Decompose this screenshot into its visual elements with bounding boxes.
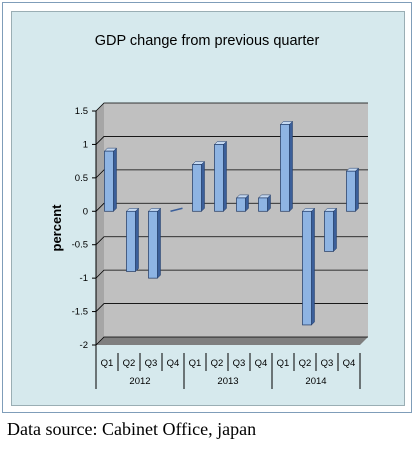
gridline (95, 169, 368, 179)
bar (126, 210, 136, 272)
x-tick-label: Q1 (277, 358, 290, 369)
bar (104, 150, 114, 212)
y-axis-label: percent (49, 204, 64, 252)
bar-side (113, 147, 117, 212)
bar (302, 210, 312, 326)
chart-title: GDP change from previous quarter (95, 33, 320, 49)
bar-side (157, 207, 161, 279)
bar (214, 144, 224, 212)
group-label: 2014 (305, 376, 326, 387)
gridline (95, 202, 368, 212)
chart-floor (96, 337, 368, 345)
x-tick-label: Q3 (321, 358, 334, 369)
bar (192, 164, 202, 212)
bar-side (355, 167, 359, 212)
x-tick-label: Q4 (167, 358, 180, 369)
bar (236, 197, 246, 212)
x-tick-label: Q2 (123, 358, 136, 369)
bar (346, 170, 356, 212)
gdp-chart: GDP change from previous quarter 1.5 1 0.5 0… (49, 33, 368, 389)
bar-side (289, 120, 293, 212)
bar (324, 210, 334, 252)
y-tick-label: -2 (80, 340, 88, 351)
x-tick-label: Q2 (211, 358, 224, 369)
x-tick-label: Q1 (101, 358, 114, 369)
y-tick-label: -1.5 (72, 307, 88, 318)
y-tick-label: 0 (83, 206, 88, 217)
y-tick-label: 0.5 (75, 173, 88, 184)
group-label: 2013 (217, 376, 238, 387)
y-tick-label: -1 (80, 273, 88, 284)
chart-area: GDP change from previous quarter 1.5 1 0.5 0… (11, 11, 405, 406)
y-tick-label: -0.5 (72, 240, 88, 251)
x-tick-label: Q4 (343, 358, 356, 369)
gridline (95, 303, 368, 312)
bar-side (223, 140, 227, 212)
x-tick-label: Q3 (233, 358, 246, 369)
bar (280, 124, 290, 212)
bar-side (333, 207, 337, 253)
x-tick-label: Q1 (189, 358, 202, 369)
gridline (95, 236, 368, 245)
gridline (95, 136, 368, 145)
y-tick-label: 1 (83, 139, 88, 150)
bar (148, 210, 158, 279)
gridline (95, 336, 368, 346)
gridline (95, 269, 368, 279)
bar-side (311, 207, 315, 326)
bar-side (135, 207, 139, 273)
chart-frame: GDP change from previous quarter 1.5 1 0.5 0… (2, 2, 412, 413)
x-tick-label: Q2 (299, 358, 312, 369)
x-tick-label: Q3 (145, 358, 158, 369)
bar (258, 197, 268, 212)
y-tick-label: 1.5 (75, 106, 88, 117)
x-tick-label: Q4 (255, 358, 268, 369)
data-source-caption: Data source: Cabinet Office, japan (7, 419, 257, 439)
chart-side-wall (96, 103, 104, 345)
chart-back-wall (104, 103, 368, 337)
gridline (95, 102, 368, 112)
group-label: 2012 (129, 376, 150, 387)
bar-side (201, 160, 205, 212)
bar (170, 207, 183, 213)
